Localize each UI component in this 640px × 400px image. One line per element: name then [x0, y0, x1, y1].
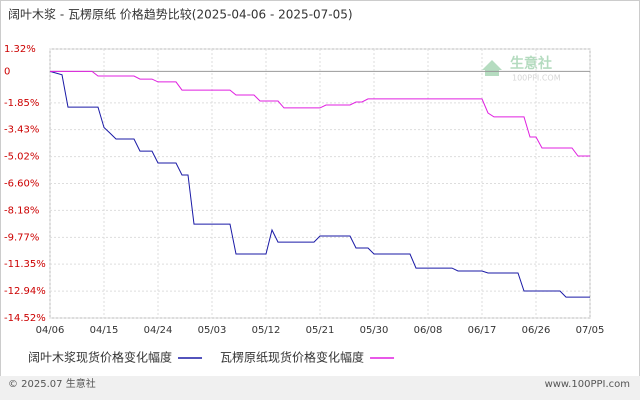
y-tick-label: -9.77%: [4, 232, 39, 243]
watermark-icon: [482, 60, 502, 76]
x-tick-label: 06/26: [522, 325, 551, 336]
y-tick-label: 0: [4, 66, 10, 77]
footer-copyright: © 2025.07 生意社: [8, 377, 96, 390]
series-line: [50, 70, 590, 157]
footer-site: www.100PPI.com: [545, 379, 630, 390]
x-tick-label: 05/21: [306, 325, 335, 336]
x-tick-label: 04/06: [36, 325, 65, 336]
y-tick-label: -11.35%: [4, 259, 46, 270]
y-tick-label: -1.85%: [4, 98, 39, 109]
y-tick-label: -5.02%: [4, 152, 39, 163]
chart-title: 阔叶木浆 - 瓦楞原纸 价格趋势比较(2025-04-06 - 2025-07-…: [8, 7, 353, 22]
x-tick-label: 05/30: [360, 325, 389, 336]
y-tick-label: 1.32%: [4, 44, 36, 55]
series-line: [49, 70, 590, 298]
x-tick-label: 07/05: [576, 325, 605, 336]
x-tick-label: 05/03: [198, 325, 227, 336]
x-tick-label: 06/17: [468, 325, 497, 336]
x-tick-label: 06/08: [414, 325, 443, 336]
x-tick-label: 05/12: [252, 325, 281, 336]
legend-label: 阔叶木浆现货价格变化幅度: [28, 350, 172, 365]
y-tick-label: -3.43%: [4, 125, 39, 136]
y-tick-label: -8.18%: [4, 205, 39, 216]
x-tick-label: 04/24: [144, 325, 173, 336]
watermark-name: 生意社: [510, 55, 552, 72]
x-tick-label: 04/15: [90, 325, 119, 336]
y-tick-label: -12.94%: [4, 286, 46, 297]
footer-bar: [0, 376, 640, 400]
y-tick-label: -14.52%: [4, 313, 46, 324]
legend-label: 瓦楞原纸现货价格变化幅度: [220, 350, 364, 365]
y-tick-label: -6.60%: [4, 179, 39, 190]
